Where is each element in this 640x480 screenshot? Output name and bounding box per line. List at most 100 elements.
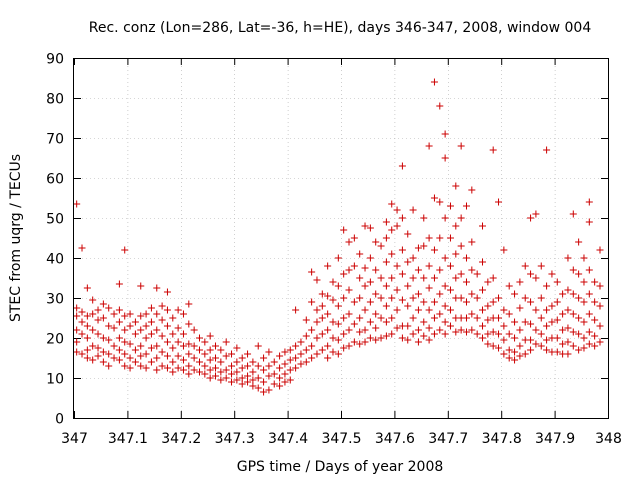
data-point	[441, 130, 449, 138]
data-point	[313, 276, 321, 284]
data-point	[511, 356, 519, 364]
data-point	[591, 332, 599, 340]
data-point	[174, 338, 182, 346]
data-point	[356, 250, 364, 258]
data-point	[126, 364, 134, 372]
data-point	[244, 350, 252, 358]
x-tick-labels: 347 347.1 347.2 347.3 347.4 347.5 347.6 347.7 34…	[61, 431, 622, 447]
data-point	[78, 330, 86, 338]
data-point	[473, 294, 481, 302]
data-point	[334, 320, 342, 328]
data-point	[249, 376, 257, 384]
data-point	[222, 374, 230, 382]
data-point	[404, 258, 412, 266]
data-point	[115, 334, 123, 342]
grid-lines	[74, 58, 608, 418]
data-point	[121, 350, 129, 358]
data-point	[591, 278, 599, 286]
data-point	[532, 210, 540, 218]
data-point	[190, 342, 198, 350]
data-point	[479, 322, 487, 330]
data-point	[516, 352, 524, 360]
data-point	[543, 336, 551, 344]
data-point	[564, 324, 572, 332]
data-point	[585, 328, 593, 336]
data-point	[244, 372, 252, 380]
data-point	[324, 326, 332, 334]
data-point	[388, 200, 396, 208]
data-point	[313, 318, 321, 326]
data-point	[393, 286, 401, 294]
data-point	[99, 300, 107, 308]
data-point	[190, 366, 198, 374]
data-point	[516, 304, 524, 312]
data-point	[83, 284, 91, 292]
data-point	[163, 338, 171, 346]
data-point	[569, 310, 577, 318]
data-points	[73, 78, 604, 396]
data-point	[436, 198, 444, 206]
data-point	[169, 344, 177, 352]
data-point	[276, 364, 284, 372]
data-point	[201, 338, 209, 346]
data-point	[238, 380, 246, 388]
data-point	[318, 314, 326, 322]
data-point	[446, 234, 454, 242]
data-point	[500, 306, 508, 314]
data-point	[372, 310, 380, 318]
data-point	[446, 306, 454, 314]
data-point	[270, 370, 278, 378]
data-point	[334, 254, 342, 262]
data-point	[179, 356, 187, 364]
data-point	[580, 334, 588, 342]
data-point	[564, 350, 572, 358]
data-point	[446, 286, 454, 294]
data-point	[452, 250, 460, 258]
data-point	[436, 290, 444, 298]
data-point	[179, 310, 187, 318]
data-point	[596, 302, 604, 310]
data-point	[420, 298, 428, 306]
data-point	[404, 230, 412, 238]
data-point	[217, 368, 225, 376]
data-point	[163, 322, 171, 330]
data-point	[580, 278, 588, 286]
data-point	[585, 198, 593, 206]
data-point	[110, 354, 118, 362]
data-point	[441, 302, 449, 310]
data-point	[436, 326, 444, 334]
data-point	[137, 282, 145, 290]
data-point	[260, 388, 268, 396]
data-point	[212, 364, 220, 372]
data-point	[281, 378, 289, 386]
data-point	[414, 338, 422, 346]
data-point	[591, 298, 599, 306]
data-point	[190, 354, 198, 362]
data-point	[249, 382, 257, 390]
data-point	[169, 314, 177, 322]
data-point	[548, 318, 556, 326]
data-point	[409, 294, 417, 302]
data-point	[425, 262, 433, 270]
data-point	[479, 258, 487, 266]
data-point	[83, 354, 91, 362]
data-point	[313, 334, 321, 342]
data-point	[78, 244, 86, 252]
data-point	[446, 262, 454, 270]
data-point	[142, 350, 150, 358]
data-point	[131, 318, 139, 326]
data-point	[286, 356, 294, 364]
data-point	[404, 336, 412, 344]
data-point	[115, 356, 123, 364]
x-tick-label: 348	[595, 431, 622, 447]
data-point	[201, 362, 209, 370]
data-point	[505, 346, 513, 354]
data-point	[115, 306, 123, 314]
y-tick-label: 60	[46, 172, 64, 188]
data-point	[238, 354, 246, 362]
data-point	[575, 270, 583, 278]
data-point	[89, 356, 97, 364]
data-point	[99, 358, 107, 366]
data-point	[543, 146, 551, 154]
data-point	[559, 290, 567, 298]
